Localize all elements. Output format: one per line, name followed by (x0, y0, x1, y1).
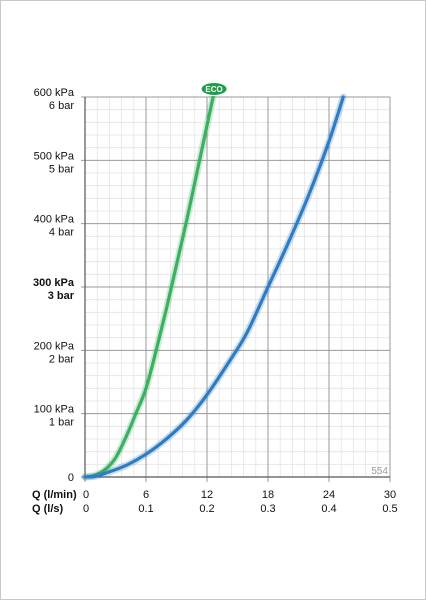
series-layer (81, 93, 347, 481)
x-tick-label-primary: 18 (262, 489, 274, 501)
y-tick-label-bar: 5 bar (49, 163, 74, 175)
x-tick-label-secondary: 0.5 (382, 503, 397, 515)
x-tick-label-primary: 6 (143, 489, 149, 501)
series-line-1 (83, 95, 345, 479)
x-tick-label-secondary: 0.1 (138, 503, 153, 515)
x-tick-label-primary: 0 (83, 489, 89, 501)
x-tick-label-primary: 24 (323, 489, 335, 501)
grid (81, 96, 391, 482)
y-tick-label-bar: 2 bar (49, 353, 74, 365)
y-tick-label-kpa: 100 kPa (34, 404, 75, 416)
eco-badge-label: ECO (205, 85, 222, 94)
x-tick-label-primary: 30 (384, 489, 396, 501)
y-tick-label-kpa: 500 kPa (34, 150, 75, 162)
y-tick-label-kpa: 200 kPa (34, 340, 75, 352)
x-tick-label-secondary: 0.2 (199, 503, 214, 515)
y-tick-label-bar: 3 bar (48, 290, 75, 302)
eco-badge-shape (200, 82, 228, 96)
eco-badge: ECO (200, 82, 228, 96)
x-tick-label-secondary: 0.4 (321, 503, 336, 515)
y-tick-label-kpa: 400 kPa (34, 214, 75, 226)
y-tick-label-bar: 1 bar (49, 417, 74, 429)
y-tick-label-bar: 4 bar (49, 227, 74, 239)
y-tick-label-bar: 6 bar (49, 100, 74, 112)
y-tick-label-kpa: 300 kPa (33, 277, 75, 289)
y-tick-label-kpa: 600 kPa (34, 87, 75, 99)
y-tick-label-kpa: 0 (68, 472, 74, 484)
series-line-0 (83, 95, 215, 479)
x-tick-label-secondary: 0.3 (260, 503, 275, 515)
x-tick-label-secondary: 0 (83, 503, 89, 515)
x-axis-title-secondary: Q (l/s) (32, 503, 64, 515)
chart-code: 554 (371, 466, 388, 477)
x-axis-title-primary: Q (l/min) (32, 489, 77, 501)
x-tick-label-primary: 12 (201, 489, 213, 501)
